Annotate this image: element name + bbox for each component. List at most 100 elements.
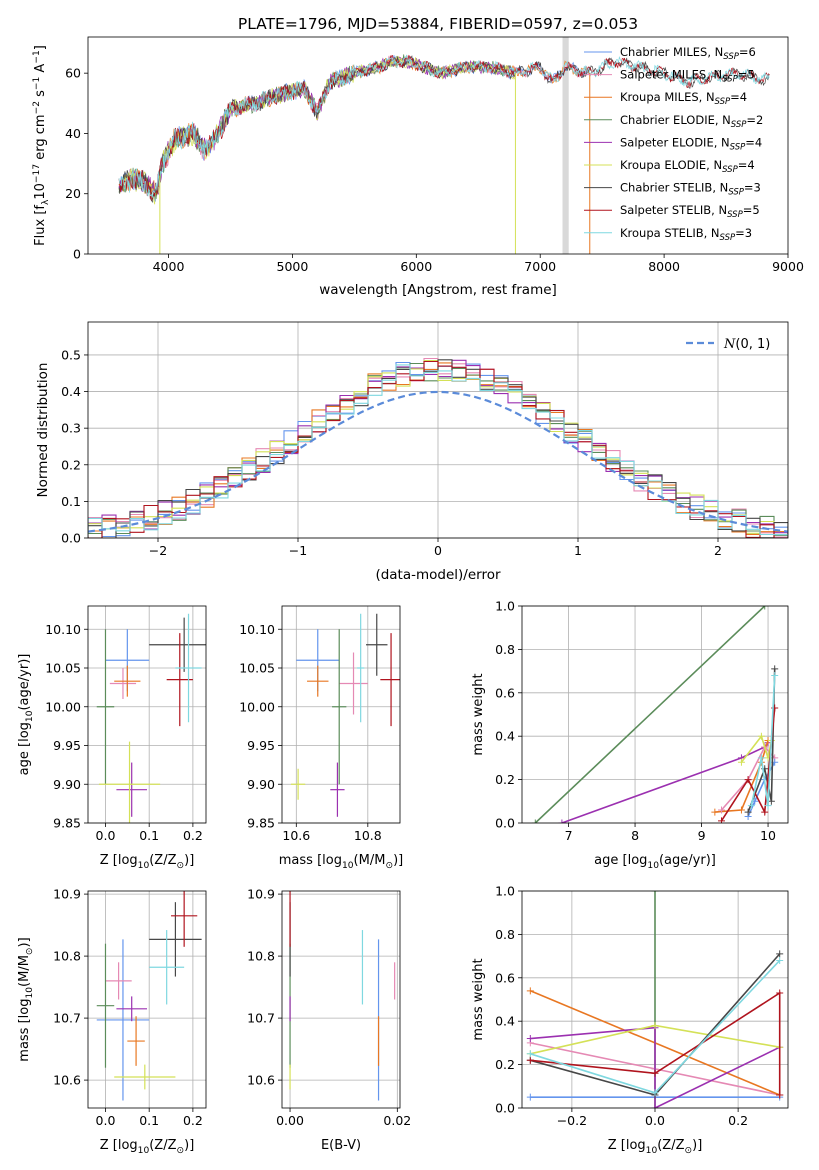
legend-model: Chabrier MILES, N: [620, 45, 723, 59]
x-axis-label-part: (age/yr)]: [659, 853, 716, 868]
y-axis-label-part: (age/yr)]: [17, 654, 32, 711]
y-axis-label-part: −2: [32, 101, 42, 114]
weight-marker: [558, 819, 566, 823]
y-axis-label: mass weight: [471, 673, 486, 755]
weight-marker: [744, 776, 752, 784]
x-axis-label-part: mass [log: [279, 853, 342, 868]
axes-frame: [87, 890, 207, 1109]
weight-marker: [757, 732, 765, 740]
y-axis-label-part: Flux [f: [33, 205, 48, 246]
x-tick-label: 0.0: [645, 1113, 665, 1128]
y-tick-label: 0.2: [495, 772, 515, 787]
y-tick-label: 0.0: [495, 1101, 515, 1116]
mass-vs-metallicity-axes: 0.0 0.1 0.210.610.710.810.9Z [log10(Z/Z⊙)]…: [17, 887, 207, 1156]
weight-marker: [718, 806, 725, 814]
weight-marker: [711, 808, 719, 816]
residuals-axes: −2 −1 0 1 2 0.0 0.1 0.2 0.3 0.4 0.5 (data-model)/er…: [35, 321, 789, 583]
y-tick-label: 10.10: [45, 622, 81, 637]
weight-marker: [737, 806, 745, 814]
weight-line-kroupa-stelib: [750, 675, 776, 806]
x-tick-label: 5000: [277, 259, 309, 274]
y-tick-label: 0.5: [61, 347, 81, 362]
y-axis-label-part: ⊙: [25, 947, 35, 955]
x-tick-label: 0.0: [96, 1113, 116, 1128]
x-axis-label-part: )]: [393, 853, 403, 868]
x-axis-label-part: )]: [692, 1138, 702, 1153]
x-tick-label: 6000: [400, 259, 432, 274]
y-tick-label: 10.00: [45, 699, 81, 714]
error-crosses: [289, 891, 396, 1101]
x-tick-label: 2: [714, 543, 722, 558]
figure-title: PLATE=1796, MJD=53884, FIBERID=0597, z=0…: [238, 15, 638, 33]
legend-model: Kroupa MILES, N: [620, 90, 715, 104]
y-axis-label-part: A: [33, 64, 48, 77]
legend-model: Kroupa STELIB, N: [620, 226, 720, 240]
x-axis-label-part: Z [log: [608, 1138, 646, 1153]
x-axis-label: E(B-V): [321, 1138, 361, 1153]
weight-marker: [531, 819, 539, 823]
legend-count: =6: [739, 45, 756, 59]
legend-sub: SSP: [720, 233, 736, 243]
y-tick-label: 9.95: [247, 738, 275, 753]
spectrum-lines: [118, 37, 770, 254]
x-axis-label: wavelength [Angstrom, rest frame]: [319, 282, 557, 298]
weight-marker: [651, 1069, 659, 1077]
y-axis-label-part: 10: [25, 710, 35, 722]
legend-count: =3: [735, 226, 752, 240]
legend-model: Salpeter ELODIE, N: [620, 135, 730, 149]
y-axis-label-part: erg cm: [33, 114, 48, 163]
y-tick-label: 9.90: [247, 777, 275, 792]
x-tick-label: 0.1: [139, 1113, 159, 1128]
axes-frame: [521, 890, 789, 1109]
weight-line-chabrier-elodie: [534, 606, 766, 823]
y-axis-label: Flux [fλ10−17 erg cm−2 s−1 A−1]: [32, 45, 51, 246]
weight-marker: [526, 1035, 534, 1043]
x-axis-label-part: )]: [184, 853, 194, 868]
weight-marker: [651, 891, 659, 895]
x-axis-label-part: (Z/Z: [657, 1138, 684, 1153]
x-axis-label-part: (Z/Z: [149, 853, 176, 868]
weight-line-salpeter-elodie: [530, 1026, 781, 1108]
y-tick-label: 10.6: [247, 1073, 275, 1088]
weight-marker: [771, 665, 779, 673]
x-axis-label-part: 10: [138, 861, 150, 871]
error-crosses: [96, 613, 206, 823]
x-axis-label-part: (M/M: [354, 853, 386, 868]
y-axis-label-part: 10: [33, 183, 48, 200]
x-tick-label: −1: [289, 543, 307, 558]
x-tick-label: 9: [698, 828, 706, 843]
weight-marker: [651, 1104, 659, 1108]
y-tick-label: 0.6: [495, 970, 515, 985]
y-axis-label-part: −1: [32, 50, 42, 63]
y-axis-label-part: s: [33, 90, 48, 101]
weight-lines: [531, 606, 779, 823]
y-tick-label: 0.4: [495, 729, 515, 744]
error-crosses: [96, 891, 202, 1101]
legend-sub: SSP: [731, 120, 747, 130]
y-axis-label-part: λ: [41, 199, 51, 205]
y-tick-label: 10.05: [239, 661, 275, 676]
legend-entry: Kroupa STELIB, NSSP=3: [620, 226, 752, 243]
y-tick-label: 0.6: [495, 685, 515, 700]
x-tick-label: 0.02: [383, 1113, 411, 1128]
legend-sub: SSP: [730, 142, 746, 152]
mass-vs-extinction-axes: 0.00 0.02 10.6 10.7 10.8 10.9 E(B-V): [247, 887, 411, 1153]
y-tick-label: 0.4: [61, 384, 81, 399]
x-axis-label-part: ⊙: [685, 1146, 693, 1156]
y-tick-label: 10.10: [239, 622, 275, 637]
weight-marker: [526, 1056, 534, 1064]
y-tick-label: 10.9: [53, 887, 81, 902]
y-tick-label: 9.85: [247, 816, 275, 831]
x-axis-label-part: ⊙: [177, 1146, 185, 1156]
y-tick-label: 1.0: [495, 599, 515, 614]
legend-count: =5: [743, 203, 760, 217]
x-tick-label: 0: [434, 543, 442, 558]
weight-marker: [776, 956, 784, 964]
x-axis-label-part: age [log: [594, 853, 647, 868]
y-axis-label: mass [log10(M/M⊙)]: [17, 937, 35, 1061]
spectrum-line-kroupa-stelib: [118, 54, 770, 198]
legend-model: Salpeter MILES, N: [620, 68, 722, 82]
y-axis-label: Normed distribution: [35, 363, 51, 498]
y-tick-label: 9.85: [53, 816, 81, 831]
